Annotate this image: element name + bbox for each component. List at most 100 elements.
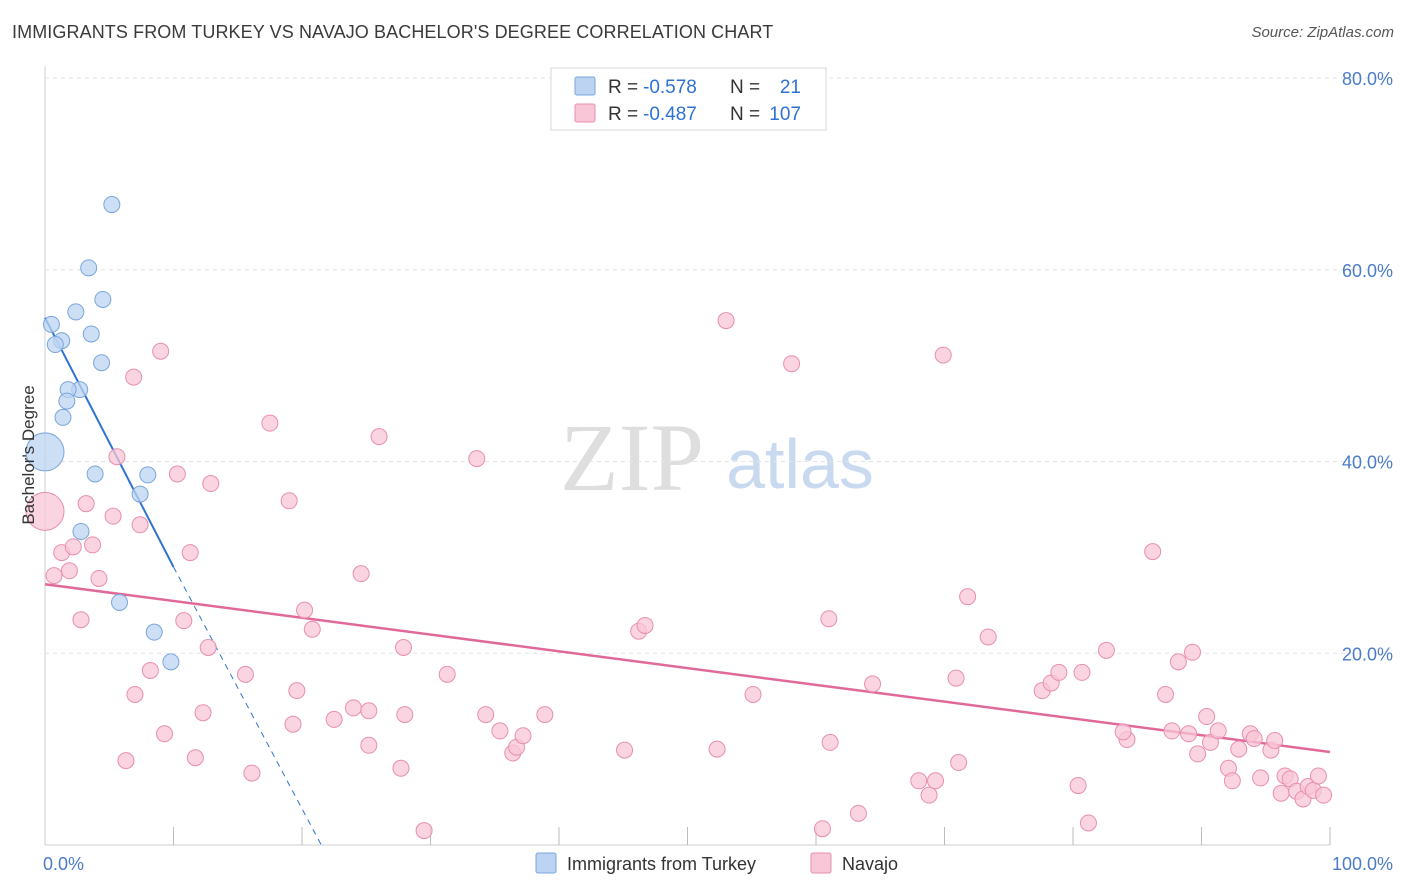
point-navajo-44 xyxy=(468,450,486,468)
point-navajo-37 xyxy=(360,736,378,754)
grid-lines xyxy=(45,77,1392,654)
point-navajo-34 xyxy=(344,699,362,717)
point-navajo-69 xyxy=(950,754,968,772)
point-navajo-45 xyxy=(477,706,495,724)
point-navajo-9 xyxy=(104,507,122,525)
point-navajo-43 xyxy=(438,665,456,683)
point-turkey-3 xyxy=(67,303,85,321)
legend-n-label-1: N = xyxy=(730,77,760,98)
legend-r-label-1: R = xyxy=(608,77,638,98)
point-turkey-1 xyxy=(80,259,98,277)
point-navajo-6 xyxy=(84,536,102,554)
point-navajo-63 xyxy=(910,772,928,790)
point-turkey-8 xyxy=(93,354,111,372)
point-turkey-7 xyxy=(46,336,64,354)
point-navajo-33 xyxy=(325,710,343,728)
x-tick-label-0: 0.0% xyxy=(43,854,84,874)
point-navajo-83 xyxy=(1169,653,1187,671)
point-navajo-36 xyxy=(360,702,378,720)
point-navajo-74 xyxy=(1073,663,1091,681)
watermark-atlas: atlas xyxy=(726,425,874,503)
point-navajo-38 xyxy=(370,428,388,446)
point-navajo-22 xyxy=(186,749,204,767)
point-navajo-65 xyxy=(927,772,945,790)
point-navajo-62 xyxy=(864,675,882,693)
point-navajo-16 xyxy=(175,612,193,630)
trend-lines xyxy=(44,317,1331,846)
point-navajo-73 xyxy=(1050,663,1068,681)
point-navajo-17 xyxy=(202,475,220,493)
point-navajo-2 xyxy=(60,562,78,580)
point-navajo-10 xyxy=(108,448,126,466)
chart-title: IMMIGRANTS FROM TURKEY VS NAVAJO BACHELO… xyxy=(12,22,774,42)
y-tick-label-80: 80.0% xyxy=(1342,69,1393,89)
point-navajo-60 xyxy=(813,820,831,838)
point-navajo-3 xyxy=(45,567,63,585)
point-navajo-80 xyxy=(1144,543,1162,561)
point-navajo-105 xyxy=(1309,767,1327,785)
point-turkey-4 xyxy=(42,315,60,333)
point-navajo-76 xyxy=(1079,814,1097,832)
point-navajo-5 xyxy=(77,495,95,513)
point-turkey-15 xyxy=(139,466,157,484)
point-navajo-98 xyxy=(1272,784,1290,802)
point-navajo-94 xyxy=(1245,730,1263,748)
point-navajo-106 xyxy=(1315,786,1333,804)
point-navajo-14 xyxy=(168,465,186,483)
point-navajo-0 xyxy=(25,491,65,531)
bottom-legend-swatch-navajo xyxy=(810,852,832,874)
point-turkey-2 xyxy=(94,290,112,308)
series-legend: Immigrants from Turkey Navajo xyxy=(535,852,898,874)
point-turkey-19 xyxy=(145,623,163,641)
point-turkey-0 xyxy=(103,196,121,214)
legend-n-value-2: 107 xyxy=(769,104,801,125)
point-turkey-5 xyxy=(82,325,100,343)
point-navajo-89 xyxy=(1209,722,1227,740)
point-turkey-16 xyxy=(131,485,149,503)
point-navajo-64 xyxy=(920,786,938,804)
legend-r-value-2: -0.487 xyxy=(643,104,697,125)
point-navajo-35 xyxy=(352,565,370,583)
stats-legend: R = -0.578 N = 21 R = -0.487 N = 107 xyxy=(550,67,827,131)
y-tick-label-60: 60.0% xyxy=(1342,261,1393,281)
data-points xyxy=(25,196,1333,840)
point-navajo-84 xyxy=(1184,643,1202,661)
point-navajo-26 xyxy=(243,764,261,782)
point-navajo-92 xyxy=(1230,740,1248,758)
point-navajo-24 xyxy=(199,638,217,656)
point-navajo-31 xyxy=(303,620,321,638)
point-navajo-77 xyxy=(1097,641,1115,659)
point-navajo-23 xyxy=(194,704,212,722)
point-navajo-25 xyxy=(236,665,254,683)
point-navajo-50 xyxy=(536,706,554,724)
point-navajo-68 xyxy=(959,588,977,606)
point-navajo-97 xyxy=(1266,731,1284,749)
point-navajo-39 xyxy=(392,759,410,777)
point-navajo-27 xyxy=(261,414,279,432)
point-navajo-66 xyxy=(934,346,952,364)
point-navajo-8 xyxy=(72,611,90,629)
point-navajo-53 xyxy=(616,741,634,759)
point-navajo-52 xyxy=(636,616,654,634)
point-navajo-11 xyxy=(131,516,149,534)
point-navajo-75 xyxy=(1069,777,1087,795)
point-navajo-55 xyxy=(708,740,726,758)
point-navajo-28 xyxy=(280,492,298,510)
point-navajo-67 xyxy=(947,669,965,687)
point-navajo-56 xyxy=(744,685,762,703)
point-navajo-70 xyxy=(979,628,997,646)
point-navajo-61 xyxy=(849,804,867,822)
point-navajo-7 xyxy=(90,569,108,587)
bottom-legend-swatch-turkey xyxy=(535,852,557,874)
y-axis-label: Bachelor's Degree xyxy=(19,385,38,524)
x-tick-label-100: 100.0% xyxy=(1332,854,1393,874)
point-navajo-91 xyxy=(1223,772,1241,790)
point-navajo-13 xyxy=(125,368,143,386)
point-turkey-14 xyxy=(86,465,104,483)
point-navajo-15 xyxy=(181,544,199,562)
point-turkey-12 xyxy=(54,408,72,426)
point-turkey-20 xyxy=(162,653,180,671)
point-navajo-41 xyxy=(396,706,414,724)
bottom-legend-label-turkey: Immigrants from Turkey xyxy=(567,854,756,874)
point-navajo-54 xyxy=(717,312,735,330)
